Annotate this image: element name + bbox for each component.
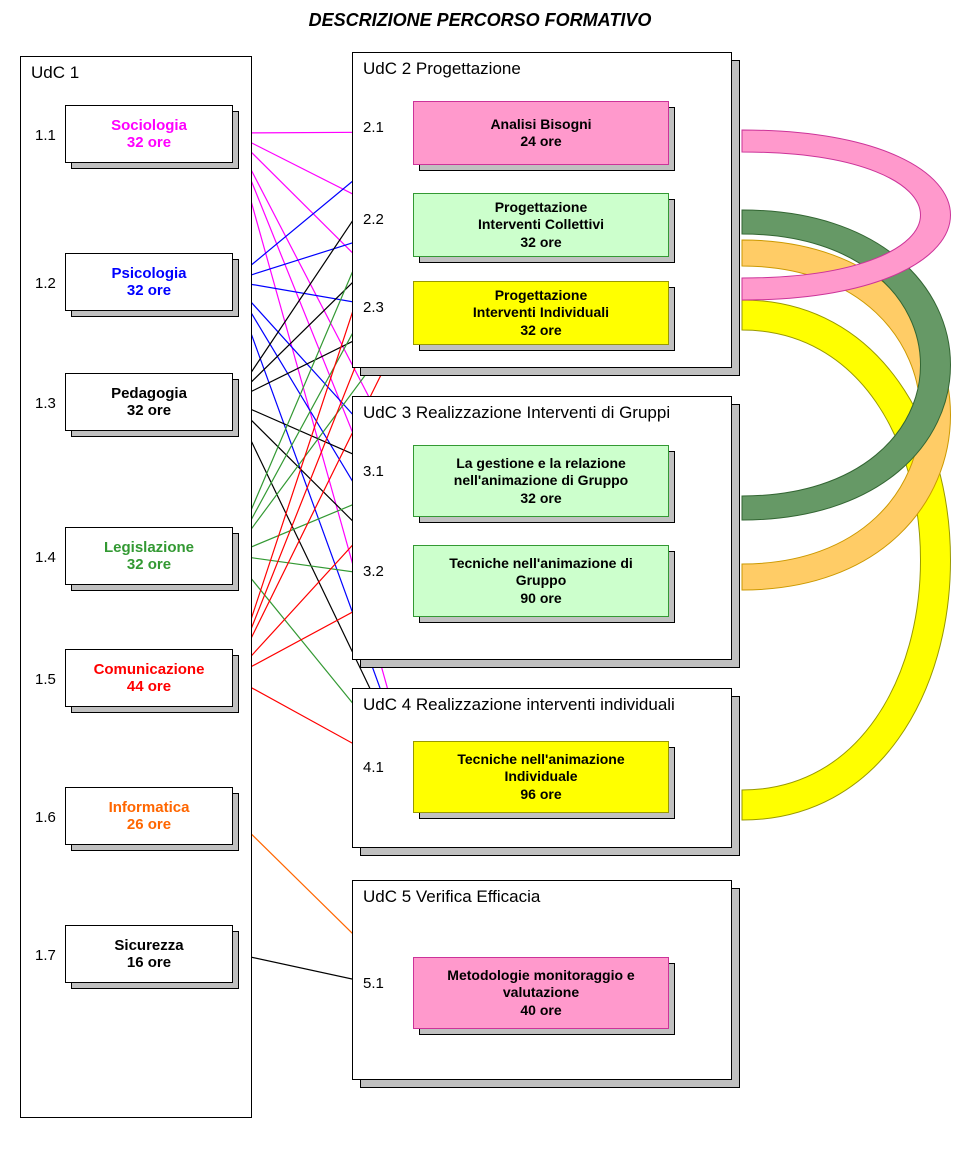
udc1-item-duration: 32 ore: [127, 134, 171, 151]
udc2-sub: 2.2 Progettazione Interventi Collettivi …: [363, 193, 723, 271]
udc5-sub: 5.1 Metodologie monitoraggio e valutazio…: [363, 957, 723, 1043]
udc1-item-num: 1.4: [35, 549, 56, 566]
udc1-item-box: Sociologia 32 ore: [65, 105, 233, 163]
udc2-sub-box: Progettazione Interventi Collettivi 32 o…: [413, 193, 669, 257]
sub-line: 32 ore: [520, 234, 561, 252]
udc1-item-num: 1.1: [35, 127, 56, 144]
udc3-sub-box: La gestione e la relazione nell'animazio…: [413, 445, 669, 517]
udc3-sub-num: 3.2: [363, 563, 384, 580]
udc1-item: 1.6 Informatica 26 ore: [31, 787, 243, 857]
udc5-sub-num: 5.1: [363, 975, 384, 992]
udc4-header: UdC 4 Realizzazione interventi individua…: [363, 695, 675, 715]
udc1-item-label: Sociologia: [111, 117, 187, 134]
udc1-item-box: Legislazione 32 ore: [65, 527, 233, 585]
udc1-item-num: 1.3: [35, 395, 56, 412]
udc1-item: 1.3 Pedagogia 32 ore: [31, 373, 243, 443]
udc4-sub-box: Tecniche nell'animazione Individuale 96 …: [413, 741, 669, 813]
udc2-sub-num: 2.3: [363, 299, 384, 316]
udc1-header: UdC 1: [31, 63, 79, 83]
udc1-item: 1.5 Comunicazione 44 ore: [31, 649, 243, 719]
udc1-item-num: 1.2: [35, 275, 56, 292]
sub-line: Progettazione: [495, 287, 588, 305]
sub-line: Tecniche nell'animazione: [457, 751, 624, 769]
udc5-header: UdC 5 Verifica Efficacia: [363, 887, 540, 907]
udc1-item-num: 1.5: [35, 671, 56, 688]
sub-line: valutazione: [503, 984, 579, 1002]
udc5-sub-box: Metodologie monitoraggio e valutazione 4…: [413, 957, 669, 1029]
udc1-item-label: Pedagogia: [111, 385, 187, 402]
udc1-item-box: Psicologia 32 ore: [65, 253, 233, 311]
sub-line: Gruppo: [516, 572, 567, 590]
udc3-sub-num: 3.1: [363, 463, 384, 480]
sub-line: 40 ore: [520, 1002, 561, 1020]
udc1-item-duration: 32 ore: [127, 282, 171, 299]
sub-line: Interventi Individuali: [473, 304, 609, 322]
udc1-item-duration: 32 ore: [127, 402, 171, 419]
udc1-item-num: 1.6: [35, 809, 56, 826]
udc1-item: 1.2 Psicologia 32 ore: [31, 253, 243, 323]
udc2-sub-box: Progettazione Interventi Individuali 32 …: [413, 281, 669, 345]
sub-line: Tecniche nell'animazione di: [449, 555, 633, 573]
udc1-item-box: Comunicazione 44 ore: [65, 649, 233, 707]
udc2-container: UdC 2 Progettazione 2.1 Analisi Bisogni …: [352, 52, 732, 368]
udc3-sub: 3.1 La gestione e la relazione nell'anim…: [363, 445, 723, 531]
curve-ribbon: [742, 210, 951, 520]
udc2-sub-box: Analisi Bisogni 24 ore: [413, 101, 669, 165]
udc3-header: UdC 3 Realizzazione Interventi di Gruppi: [363, 403, 670, 423]
udc5-container: UdC 5 Verifica Efficacia 5.1 Metodologie…: [352, 880, 732, 1080]
udc1-item: 1.1 Sociologia 32 ore: [31, 105, 243, 175]
curve-ribbon: [742, 300, 951, 820]
udc4-sub: 4.1 Tecniche nell'animazione Individuale…: [363, 741, 723, 827]
sub-line: nell'animazione di Gruppo: [454, 472, 628, 490]
udc3-sub-box: Tecniche nell'animazione di Gruppo 90 or…: [413, 545, 669, 617]
udc1-item-box: Informatica 26 ore: [65, 787, 233, 845]
udc1-item-label: Comunicazione: [94, 661, 205, 678]
udc3-container: UdC 3 Realizzazione Interventi di Gruppi…: [352, 396, 732, 660]
udc1-item-num: 1.7: [35, 947, 56, 964]
udc1-item: 1.7 Sicurezza 16 ore: [31, 925, 243, 995]
sub-line: Analisi Bisogni: [490, 116, 591, 134]
udc1-item-box: Pedagogia 32 ore: [65, 373, 233, 431]
udc2-sub-num: 2.2: [363, 211, 384, 228]
udc1-item-box: Sicurezza 16 ore: [65, 925, 233, 983]
udc1-item-duration: 32 ore: [127, 556, 171, 573]
udc3-sub: 3.2 Tecniche nell'animazione di Gruppo 9…: [363, 545, 723, 631]
udc1-item: 1.4 Legislazione 32 ore: [31, 527, 243, 597]
udc1-item-duration: 44 ore: [127, 678, 171, 695]
udc4-container: UdC 4 Realizzazione interventi individua…: [352, 688, 732, 848]
udc1-item-label: Legislazione: [104, 539, 194, 556]
sub-line: 32 ore: [520, 490, 561, 508]
sub-line: 24 ore: [520, 133, 561, 151]
sub-line: Metodologie monitoraggio e: [447, 967, 634, 985]
sub-line: La gestione e la relazione: [456, 455, 626, 473]
udc1-item-duration: 16 ore: [127, 954, 171, 971]
page-title: DESCRIZIONE PERCORSO FORMATIVO: [0, 10, 960, 31]
curve-ribbon: [742, 130, 951, 300]
udc2-sub: 2.1 Analisi Bisogni 24 ore: [363, 101, 723, 179]
udc1-item-label: Sicurezza: [114, 937, 183, 954]
curve-ribbon: [742, 240, 951, 590]
udc2-sub-num: 2.1: [363, 119, 384, 136]
udc1-item-label: Informatica: [109, 799, 190, 816]
sub-line: 96 ore: [520, 786, 561, 804]
sub-line: 32 ore: [520, 322, 561, 340]
udc2-sub: 2.3 Progettazione Interventi Individuali…: [363, 281, 723, 359]
udc1-item-label: Psicologia: [111, 265, 186, 282]
udc4-sub-num: 4.1: [363, 759, 384, 776]
sub-line: Interventi Collettivi: [478, 216, 604, 234]
udc1-container: UdC 1 1.1 Sociologia 32 ore 1.2 Psicolog…: [20, 56, 252, 1118]
udc1-item-duration: 26 ore: [127, 816, 171, 833]
sub-line: Progettazione: [495, 199, 588, 217]
sub-line: 90 ore: [520, 590, 561, 608]
sub-line: Individuale: [504, 768, 577, 786]
udc2-header: UdC 2 Progettazione: [363, 59, 521, 79]
